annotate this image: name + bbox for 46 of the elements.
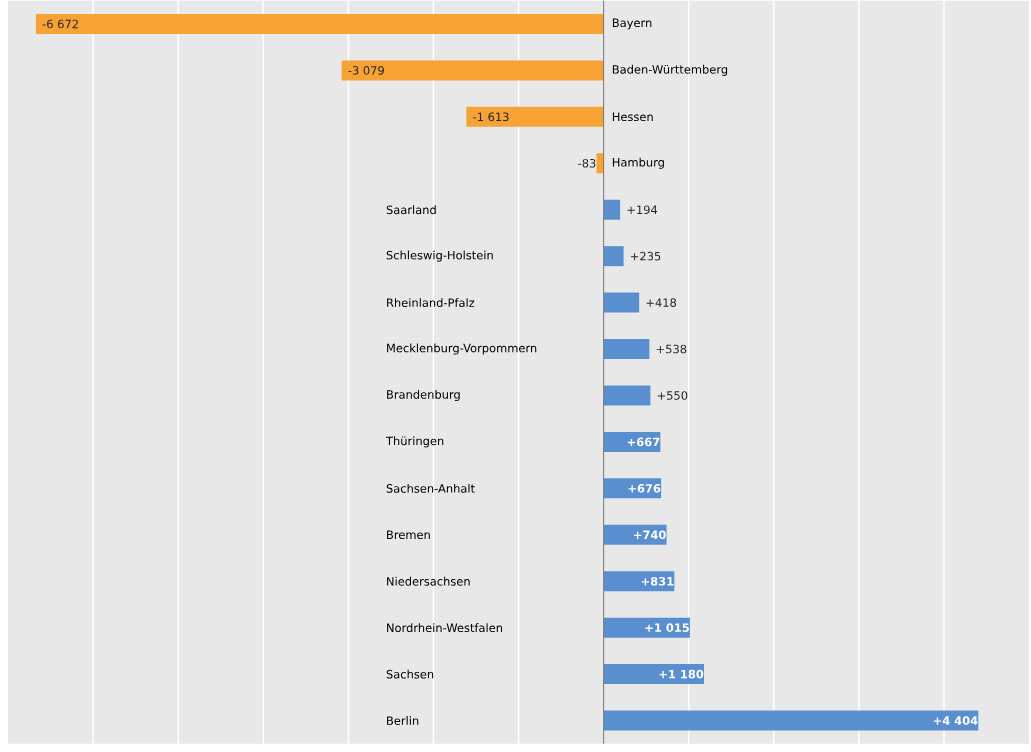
bar (603, 246, 624, 267)
y-tick-label: Niedersachsen (387, 576, 470, 586)
y-tick-label: Bremen (387, 530, 430, 540)
data-label: +1 180 (659, 669, 704, 679)
data-label: +550 (657, 391, 688, 400)
data-label: +4 404 (933, 716, 978, 726)
bar (603, 385, 651, 406)
data-label: +418 (646, 298, 677, 308)
y-tick-label: Hessen (612, 112, 653, 122)
y-tick-label: Berlin (387, 716, 419, 726)
data-label: +538 (656, 344, 687, 354)
y-tick-label: Saarland (386, 205, 436, 215)
data-label: -1 613 (473, 112, 509, 122)
data-label: +676 (628, 484, 661, 493)
y-tick-label: Bayern (612, 18, 652, 30)
bar (466, 107, 604, 128)
data-label: +235 (631, 252, 661, 261)
bar (603, 339, 650, 360)
y-tick-label: Schleswig-Holstein (386, 250, 493, 262)
data-label: -83 (578, 159, 596, 168)
data-label: +831 (641, 577, 674, 586)
data-label: -6 672 (42, 19, 78, 29)
data-label: +1 015 (645, 623, 689, 633)
data-label: +194 (627, 205, 658, 215)
data-label: -3 079 (348, 66, 384, 75)
bar (603, 664, 704, 685)
bar (341, 60, 604, 81)
y-tick-label: Brandenburg (387, 390, 460, 402)
y-tick-label: Baden-Württemberg (612, 65, 728, 77)
y-tick-label: Nordrhein-Westfalen (387, 623, 503, 633)
y-tick-label: Sachsen-Anhalt (386, 484, 475, 493)
bar (603, 571, 675, 592)
y-tick-label: Thüringen (385, 436, 444, 448)
y-tick-label: Mecklenburg-Vorpommern (387, 343, 537, 355)
bar (603, 292, 640, 313)
bar (603, 525, 667, 545)
bar (603, 710, 979, 731)
bar (603, 432, 661, 453)
data-label: +740 (634, 530, 666, 540)
bar (603, 199, 621, 220)
bar (35, 14, 604, 35)
bar (603, 617, 690, 638)
y-tick-label: Hamburg (612, 157, 664, 170)
y-tick-label: Rheinland-Pfalz (387, 298, 475, 308)
y-tick-label: Sachsen (386, 669, 434, 679)
data-label: +667 (627, 437, 660, 447)
